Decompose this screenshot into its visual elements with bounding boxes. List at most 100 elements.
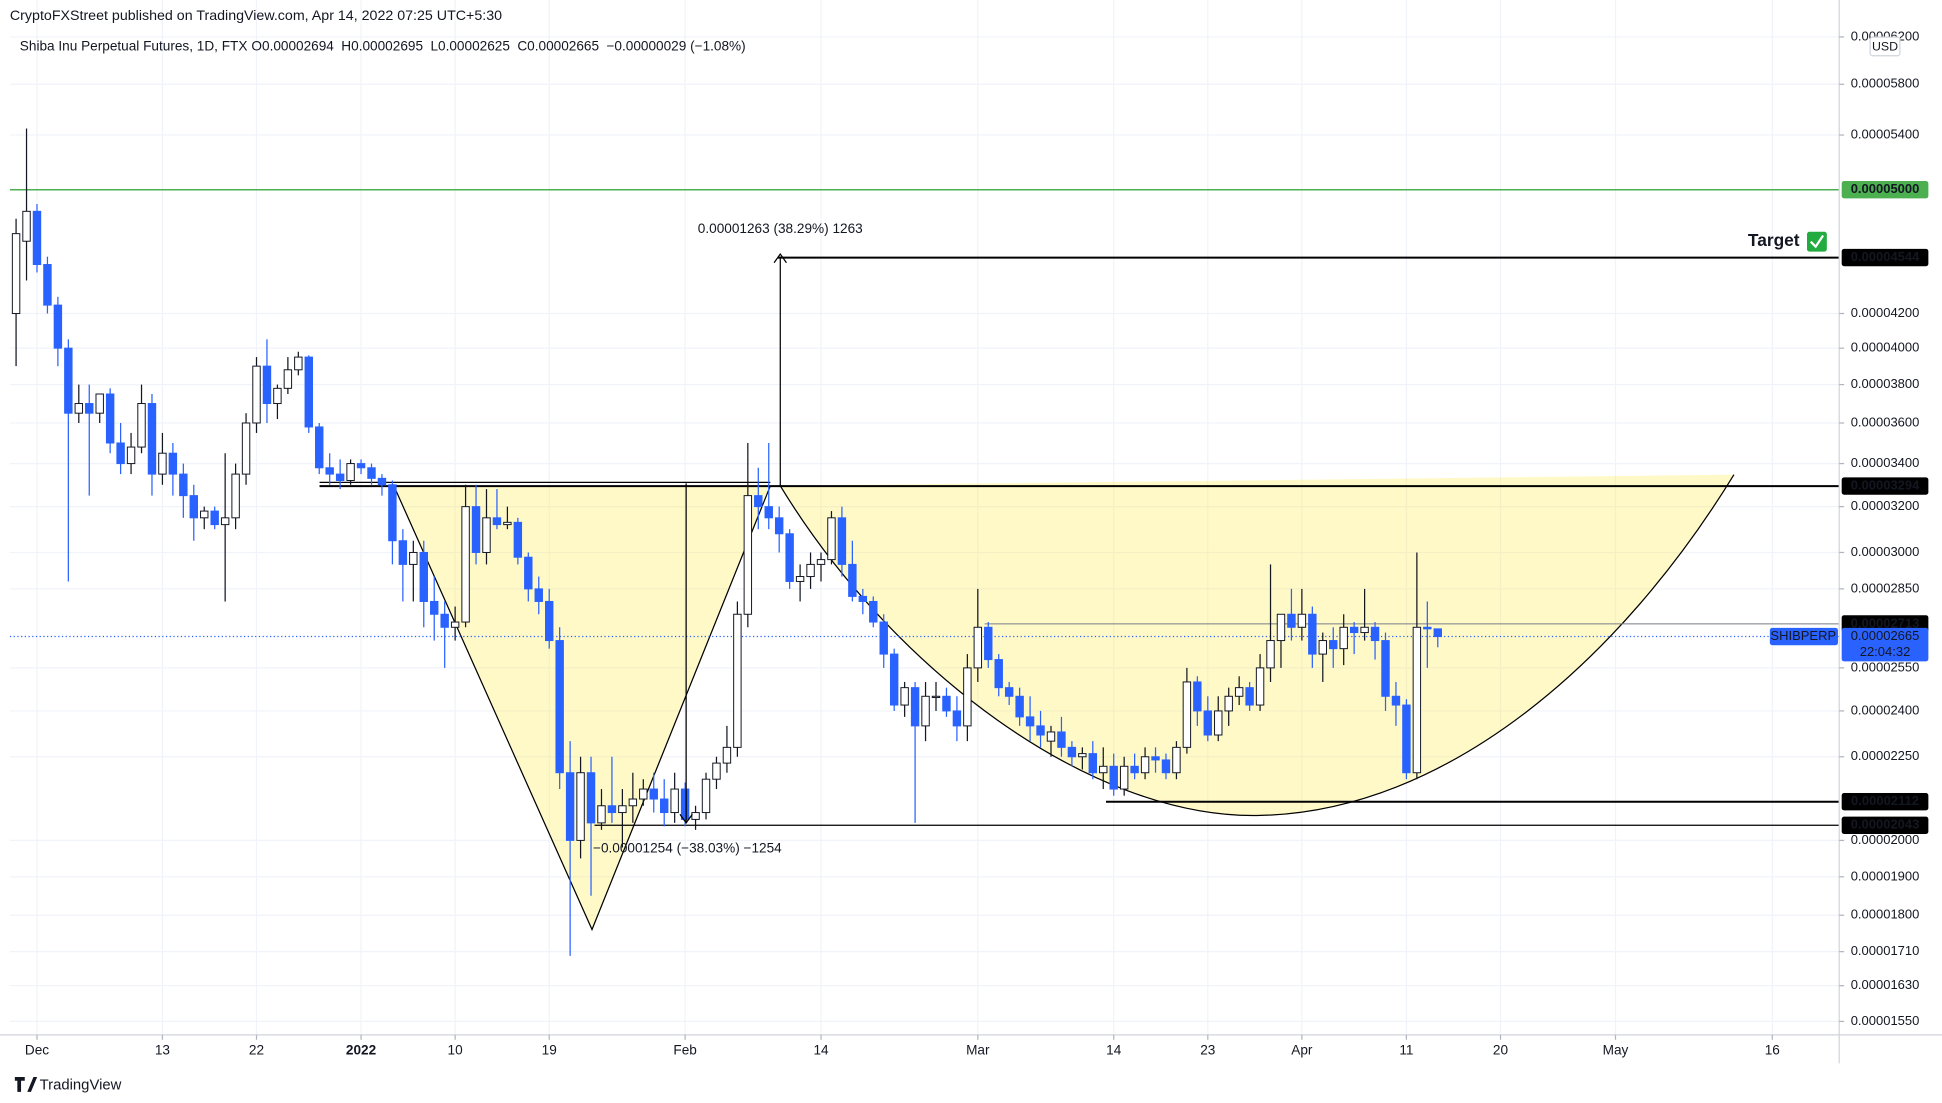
candle-body: [639, 788, 648, 800]
axes: 0.00006200 0.00005800 0.00005400 0.00004200…: [25, 28, 1929, 1058]
target-check-box: [1807, 231, 1827, 252]
x-tick-label: 20: [1493, 1043, 1509, 1058]
candle-body: [1119, 765, 1129, 790]
candle-body: [22, 210, 31, 242]
candle-body: [1015, 695, 1024, 718]
candle-body: [764, 506, 773, 519]
candle-body: [1224, 695, 1233, 712]
candle-body: [43, 264, 52, 306]
last-price-box: [1841, 627, 1929, 662]
candle-body: [1067, 746, 1077, 758]
countdown: 22:04:32: [1860, 644, 1911, 659]
candle-body: [325, 467, 334, 475]
v-pattern-fill: [393, 485, 771, 930]
candle-body: [973, 626, 983, 669]
y-tick-label: 0.00001800: [1851, 907, 1920, 922]
x-tick-label: 19: [542, 1043, 557, 1058]
candle-body: [921, 695, 930, 727]
candle-body: [1308, 613, 1317, 655]
ohlc-value: H0.00002695: [341, 39, 423, 54]
ohlc-value: C0.00002665: [517, 39, 599, 54]
candle-body: [806, 563, 815, 578]
candle-body: [649, 788, 658, 800]
candle-body: [534, 588, 543, 602]
candle-body: [471, 506, 481, 553]
candle-body: [220, 517, 230, 526]
candle-body: [1078, 753, 1087, 758]
candle-body: [952, 710, 962, 727]
x-tick-label: 2022: [346, 1043, 377, 1058]
level-label: 0.00002713: [1851, 615, 1920, 630]
candle-body: [440, 613, 449, 628]
candle-body: [1370, 626, 1380, 642]
candle-body: [11, 233, 21, 315]
symbol-box: [1769, 627, 1838, 646]
candle-body: [461, 506, 470, 623]
candle-body: [837, 517, 847, 565]
candle-body: [1423, 626, 1432, 630]
y-tick-label: 0.00003600: [1851, 414, 1920, 429]
candle-body: [1381, 640, 1390, 697]
candle-body: [53, 304, 63, 349]
target-label: Target: [1748, 230, 1800, 250]
target-check: [1809, 234, 1825, 249]
candle-body: [1172, 746, 1181, 774]
candle-body: [680, 788, 690, 820]
candle-body: [294, 356, 303, 371]
candle-body: [1287, 613, 1296, 628]
candle-body: [1109, 765, 1118, 790]
candle-body: [576, 772, 585, 841]
candle-body: [1402, 704, 1411, 774]
measure-up-arrow: [773, 252, 787, 264]
candle-body: [189, 495, 198, 519]
currency-box: [1869, 36, 1901, 57]
candle-body: [1151, 756, 1160, 761]
candle-body: [210, 510, 219, 526]
x-tick-label: 10: [448, 1043, 464, 1058]
candle-body: [168, 452, 178, 475]
candle-body: [315, 426, 324, 469]
candle-body: [200, 510, 209, 519]
candle-body: [659, 798, 669, 814]
candle-body: [377, 477, 387, 486]
candle-body: [545, 600, 554, 642]
level-label: 0.00004544: [1851, 249, 1920, 264]
level-label: 0.00003294: [1851, 478, 1920, 493]
candle-body: [785, 533, 794, 582]
candle-body: [388, 484, 397, 542]
candle-body: [430, 600, 439, 615]
candle-body: [262, 365, 272, 405]
candle-body: [450, 621, 460, 628]
x-tick-label: 13: [155, 1043, 170, 1058]
candle-body: [1036, 725, 1045, 736]
candle-body: [984, 626, 993, 661]
candle-body: [827, 517, 836, 561]
candle-body: [419, 551, 428, 602]
candle-body: [1140, 756, 1150, 774]
candle-body: [1329, 640, 1338, 650]
candle-body: [816, 559, 826, 565]
x-tick-label: 14: [813, 1043, 829, 1058]
y-tick-label: 0.00003000: [1851, 544, 1920, 559]
candle-body: [74, 403, 84, 414]
candle-body: [900, 687, 909, 706]
candle-body: [722, 746, 732, 764]
cup-outline: [779, 474, 1735, 817]
candles: [11, 128, 1442, 956]
candle-body: [64, 347, 73, 414]
candle-body: [1025, 716, 1035, 727]
candle-body: [503, 521, 512, 526]
candle-body: [963, 667, 972, 727]
published: CryptoFXStreet published on TradingView.…: [10, 8, 502, 24]
candle-body: [1130, 765, 1139, 774]
candle-body: [670, 788, 679, 814]
level-label: 0.00002112: [1851, 793, 1919, 808]
candle-body: [743, 495, 753, 615]
candle-body: [179, 473, 188, 497]
candle-body: [1057, 731, 1066, 748]
y-tick-label: 0.00003800: [1851, 376, 1920, 391]
candle-body: [126, 446, 136, 465]
candle-body: [1391, 695, 1401, 706]
candle-body: [931, 695, 941, 699]
candle-body: [1004, 687, 1014, 697]
